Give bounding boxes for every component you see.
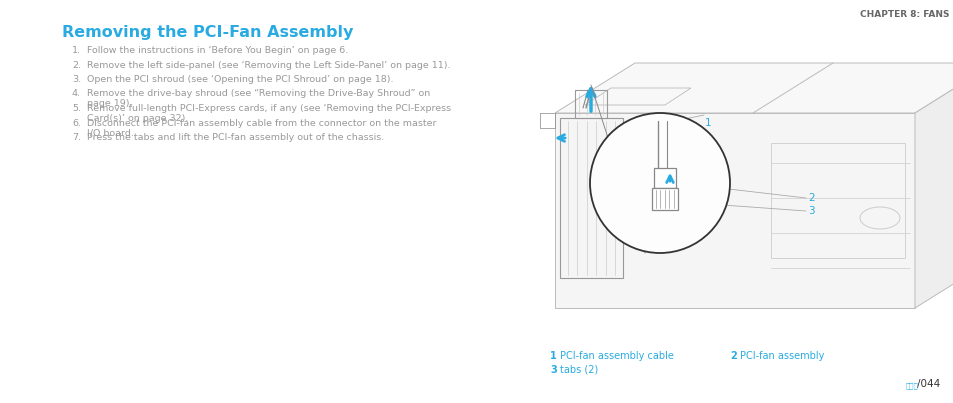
- Circle shape: [589, 113, 729, 253]
- Text: 1: 1: [550, 351, 557, 361]
- Polygon shape: [651, 188, 678, 210]
- Text: CHAPTER 8: FANS: CHAPTER 8: FANS: [860, 10, 949, 19]
- Text: tabs (2): tabs (2): [559, 365, 598, 375]
- Text: I/O board.: I/O board.: [87, 129, 133, 137]
- Text: 4.: 4.: [71, 89, 81, 98]
- Text: Press the tabs and lift the PCI-fan assembly out of the chassis.: Press the tabs and lift the PCI-fan asse…: [87, 133, 384, 142]
- Text: 2: 2: [729, 351, 736, 361]
- Text: PCI-fan assembly: PCI-fan assembly: [740, 351, 823, 361]
- Text: 6.: 6.: [71, 118, 81, 127]
- Text: PCI-fan assembly cable: PCI-fan assembly cable: [559, 351, 673, 361]
- Text: Removing the PCI-Fan Assembly: Removing the PCI-Fan Assembly: [62, 25, 353, 40]
- Text: 5.: 5.: [71, 104, 81, 113]
- Text: Remove the left side-panel (see ‘Removing the Left Side-Panel’ on page 11).: Remove the left side-panel (see ‘Removin…: [87, 60, 450, 69]
- Text: Follow the instructions in ‘Before You Begin’ on page 6.: Follow the instructions in ‘Before You B…: [87, 46, 348, 55]
- Text: 1.: 1.: [71, 46, 81, 55]
- Text: Open the PCI shroud (see ‘Opening the PCI Shroud’ on page 18).: Open the PCI shroud (see ‘Opening the PC…: [87, 75, 393, 84]
- Text: 2: 2: [807, 193, 814, 203]
- Text: /044: /044: [916, 379, 939, 389]
- Text: 3: 3: [807, 206, 814, 216]
- Polygon shape: [654, 168, 676, 188]
- Text: page 19).: page 19).: [87, 100, 132, 108]
- Text: Remove full-length PCI-Express cards, if any (see ‘Removing the PCI-Express: Remove full-length PCI-Express cards, if…: [87, 104, 451, 113]
- Text: 7.: 7.: [71, 133, 81, 142]
- Text: Card(s)’ on page 32).: Card(s)’ on page 32).: [87, 114, 188, 123]
- Text: 3.: 3.: [71, 75, 81, 84]
- Polygon shape: [555, 63, 953, 113]
- Text: 1: 1: [704, 118, 711, 128]
- Polygon shape: [914, 63, 953, 308]
- Text: 2.: 2.: [71, 60, 81, 69]
- Text: Disconnect the PCI-fan assembly cable from the connector on the master: Disconnect the PCI-fan assembly cable fr…: [87, 118, 436, 127]
- Text: 3: 3: [550, 365, 557, 375]
- Text: Remove the drive-bay shroud (see “Removing the Drive-Bay Shroud” on: Remove the drive-bay shroud (see “Removi…: [87, 89, 430, 98]
- Polygon shape: [555, 113, 914, 308]
- Text: เเเ: เเเ: [905, 382, 918, 389]
